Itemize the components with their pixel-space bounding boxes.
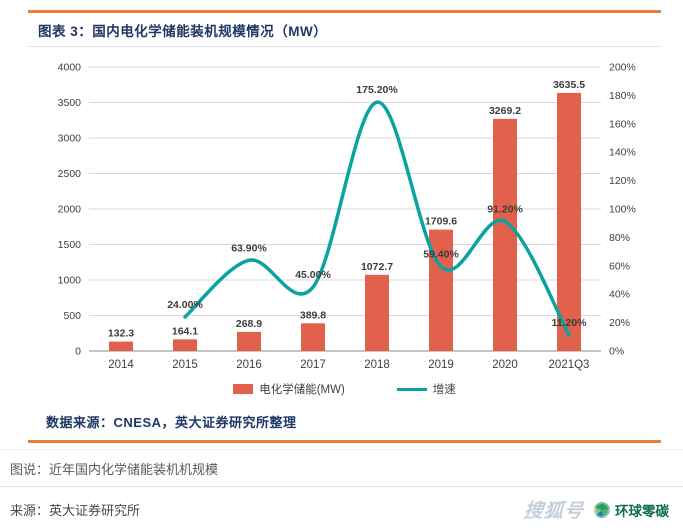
growth-rate-label: 63.90% [231, 242, 267, 254]
bar-value-label: 164.1 [171, 325, 197, 337]
right-axis-tick-label: 200% [609, 62, 636, 74]
right-axis-tick-label: 60% [609, 260, 630, 272]
chart-canvas: 0 500 1000 1500 2000 2500 3000 3500 4000 0% 20% 40%… [57, 62, 636, 372]
left-axis-tick-label: 3500 [57, 97, 81, 109]
right-axis-tick-label: 0% [609, 346, 624, 358]
right-axis-tick-label: 20% [609, 317, 630, 329]
x-axis-label: 2016 [236, 359, 262, 371]
right-axis-tick-label: 40% [609, 289, 630, 301]
bar-2017 [300, 323, 325, 351]
left-axis-tick-label: 500 [63, 310, 81, 322]
bar-2021Q3 [556, 92, 581, 351]
caption-desc-row: 图说：近年国内化学储能装机机规模 [0, 449, 683, 486]
bar-2015 [172, 339, 197, 351]
bar-2018 [364, 274, 389, 351]
legend-label-bar-series: 电化学储能(MW) [259, 384, 345, 396]
growth-rate-label: 175.20% [356, 84, 398, 96]
x-axis-label: 2019 [428, 359, 454, 371]
right-axis-tick-label: 120% [609, 175, 636, 187]
bar-value-label: 1072.7 [360, 261, 392, 273]
growth-rate-label: 59.40% [423, 249, 459, 261]
brand-logo: 环球零碳 [594, 500, 669, 520]
caption-source: 来源：英大证券研究所 [10, 503, 141, 518]
figure-box: 图表 3：国内电化学储能装机规模情况（MW） 0 500 1000 1500 2000 2… [28, 10, 661, 443]
page: 图表 3：国内电化学储能装机规模情况（MW） 0 500 1000 1500 2000 2… [0, 10, 683, 531]
brand-area: 搜狐号 环球零碳 [522, 496, 669, 523]
left-axis-tick-label: 2500 [57, 168, 81, 180]
right-axis-tick-label: 80% [609, 232, 630, 244]
x-axis-label: 2021Q3 [548, 359, 589, 371]
x-axis-label: 2017 [300, 359, 326, 371]
bar-value-label: 1709.6 [424, 216, 456, 228]
bar-value-label: 132.3 [107, 328, 133, 340]
growth-rate-label: 91.20% [487, 203, 523, 215]
right-axis-tick-label: 140% [609, 147, 636, 159]
left-axis-tick-label: 3000 [57, 133, 81, 145]
bar-value-label: 3635.5 [552, 79, 584, 91]
legend-item-line-series: 增速 [396, 381, 456, 397]
globe-logo-icon [594, 501, 610, 518]
caption-source-row: 来源：英大证券研究所 搜狐号 环球零碳 [0, 486, 683, 531]
x-axis-label: 2018 [364, 359, 390, 371]
figure-source-note: 数据来源：CNESA，英大证券研究所整理 [46, 415, 297, 430]
left-axis-tick-label: 1500 [57, 239, 81, 251]
brand-name: 环球零碳 [615, 503, 669, 519]
figure-title: 图表 3：国内电化学储能装机规模情况（MW） [28, 13, 661, 47]
caption-desc: 图说：近年国内化学储能装机机规模 [10, 462, 219, 477]
x-axis-label: 2015 [172, 359, 198, 371]
x-axis-label: 2014 [108, 359, 134, 371]
bar-series-swatch [233, 384, 254, 394]
growth-rate-label: 45.00% [295, 269, 331, 281]
left-axis-tick-label: 0 [75, 346, 81, 358]
left-axis-tick-label: 4000 [57, 62, 81, 74]
platform-watermark-text: 搜狐号 [522, 501, 585, 522]
growth-rate-label: 11.20% [551, 317, 587, 329]
chart-legend: 电化学储能(MW) 增速 [28, 381, 661, 397]
x-axis-label: 2020 [492, 359, 518, 371]
right-axis-tick-label: 180% [609, 90, 636, 102]
growth-rate-line [182, 100, 571, 337]
bar-2016 [236, 331, 261, 351]
bar-value-label: 3269.2 [488, 105, 520, 117]
line-series-swatch [396, 387, 427, 391]
legend-item-bar-series: 电化学储能(MW) [233, 381, 345, 397]
chart-area: 0 500 1000 1500 2000 2500 3000 3500 4000 0% 20% 40%… [28, 47, 661, 397]
bar-2014 [108, 341, 133, 351]
bar-value-label: 389.8 [299, 309, 325, 321]
legend-label-line-series: 增速 [432, 384, 456, 396]
left-axis-tick-label: 2000 [57, 204, 81, 216]
left-axis-tick-label: 1000 [57, 275, 81, 287]
bar-2020 [492, 118, 517, 351]
growth-rate-label: 24.00% [167, 299, 203, 311]
bar-value-label: 268.9 [235, 318, 261, 330]
right-axis-tick-label: 160% [609, 118, 636, 130]
right-axis-tick-label: 100% [609, 204, 636, 216]
